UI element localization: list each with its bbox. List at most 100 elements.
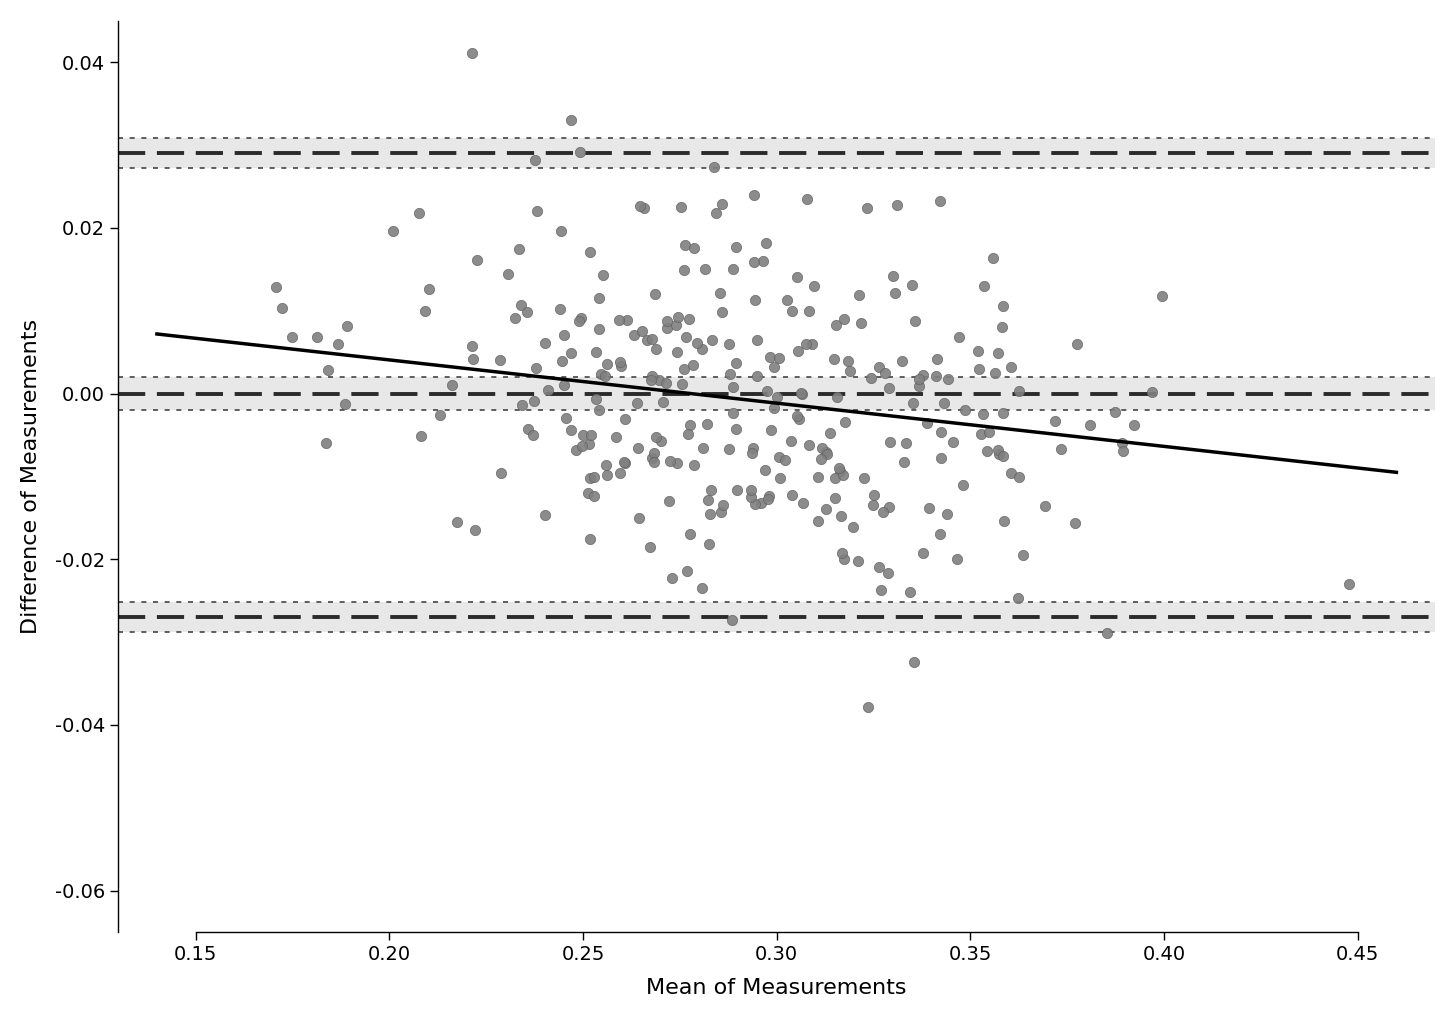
- Point: [773, 452, 796, 469]
- Point: [571, 438, 594, 454]
- Point: [878, 434, 901, 450]
- Point: [696, 416, 719, 432]
- Point: [789, 385, 812, 401]
- Point: [632, 200, 655, 216]
- Point: [626, 439, 649, 455]
- Point: [929, 526, 952, 542]
- Point: [613, 455, 636, 472]
- Point: [862, 487, 885, 503]
- Point: [791, 386, 814, 403]
- Point: [524, 360, 547, 376]
- Point: [549, 223, 572, 239]
- Point: [941, 434, 964, 450]
- Point: [678, 311, 702, 327]
- Point: [796, 437, 820, 453]
- Point: [725, 355, 748, 371]
- Point: [743, 254, 766, 270]
- Point: [555, 411, 578, 427]
- Point: [711, 305, 734, 321]
- Point: [877, 565, 900, 581]
- Point: [802, 277, 826, 293]
- Point: [847, 286, 871, 303]
- Point: [1010, 547, 1034, 564]
- Point: [973, 278, 996, 294]
- Point: [711, 196, 734, 212]
- Point: [584, 391, 607, 408]
- Point: [568, 313, 591, 329]
- Point: [744, 495, 767, 512]
- Point: [508, 242, 531, 258]
- Point: [965, 342, 989, 359]
- Point: [909, 371, 932, 387]
- Point: [911, 544, 935, 560]
- Point: [314, 435, 338, 451]
- Point: [977, 424, 1000, 440]
- Point: [725, 239, 748, 256]
- Point: [796, 191, 820, 207]
- Point: [740, 481, 763, 497]
- Point: [577, 436, 600, 452]
- Point: [673, 361, 696, 377]
- Point: [269, 301, 293, 317]
- Point: [673, 262, 696, 278]
- Point: [824, 490, 847, 506]
- Y-axis label: Difference of Measurements: Difference of Measurements: [20, 319, 41, 634]
- Point: [718, 366, 741, 382]
- Point: [587, 321, 610, 337]
- Point: [877, 379, 900, 395]
- Point: [709, 284, 732, 301]
- Point: [550, 353, 574, 369]
- Point: [718, 335, 741, 352]
- Point: [596, 356, 619, 372]
- Point: [635, 332, 658, 348]
- Point: [626, 395, 649, 412]
- Point: [670, 376, 693, 392]
- Point: [987, 344, 1010, 361]
- Point: [381, 222, 405, 238]
- Point: [987, 446, 1010, 463]
- Point: [607, 312, 630, 328]
- Point: [622, 327, 645, 343]
- Point: [683, 240, 706, 257]
- Point: [750, 495, 773, 512]
- Point: [831, 468, 855, 484]
- Point: [992, 513, 1015, 529]
- Point: [533, 335, 556, 352]
- Point: [984, 365, 1008, 381]
- Point: [925, 368, 948, 384]
- Point: [1034, 498, 1057, 515]
- Point: [649, 433, 673, 449]
- Point: [578, 470, 601, 486]
- Point: [1111, 434, 1134, 450]
- Point: [333, 395, 357, 412]
- Point: [754, 234, 778, 251]
- Point: [1006, 590, 1029, 606]
- Point: [981, 250, 1005, 266]
- Point: [852, 470, 875, 486]
- Point: [526, 203, 549, 219]
- Point: [642, 453, 665, 470]
- Point: [718, 441, 741, 458]
- Point: [971, 406, 994, 422]
- Point: [725, 421, 748, 437]
- Point: [681, 457, 705, 473]
- Point: [744, 291, 767, 308]
- Point: [992, 405, 1015, 421]
- Point: [629, 198, 652, 214]
- Point: [584, 343, 607, 360]
- Point: [847, 553, 871, 570]
- Point: [579, 426, 603, 442]
- Point: [891, 353, 914, 369]
- Point: [786, 269, 810, 285]
- Point: [814, 443, 837, 460]
- Point: [881, 268, 904, 284]
- Point: [693, 261, 716, 277]
- Point: [839, 363, 862, 379]
- Point: [792, 494, 815, 511]
- Point: [670, 199, 693, 215]
- Point: [549, 302, 572, 318]
- Point: [517, 421, 540, 437]
- Point: [885, 197, 909, 213]
- Point: [874, 365, 897, 381]
- Point: [722, 406, 745, 422]
